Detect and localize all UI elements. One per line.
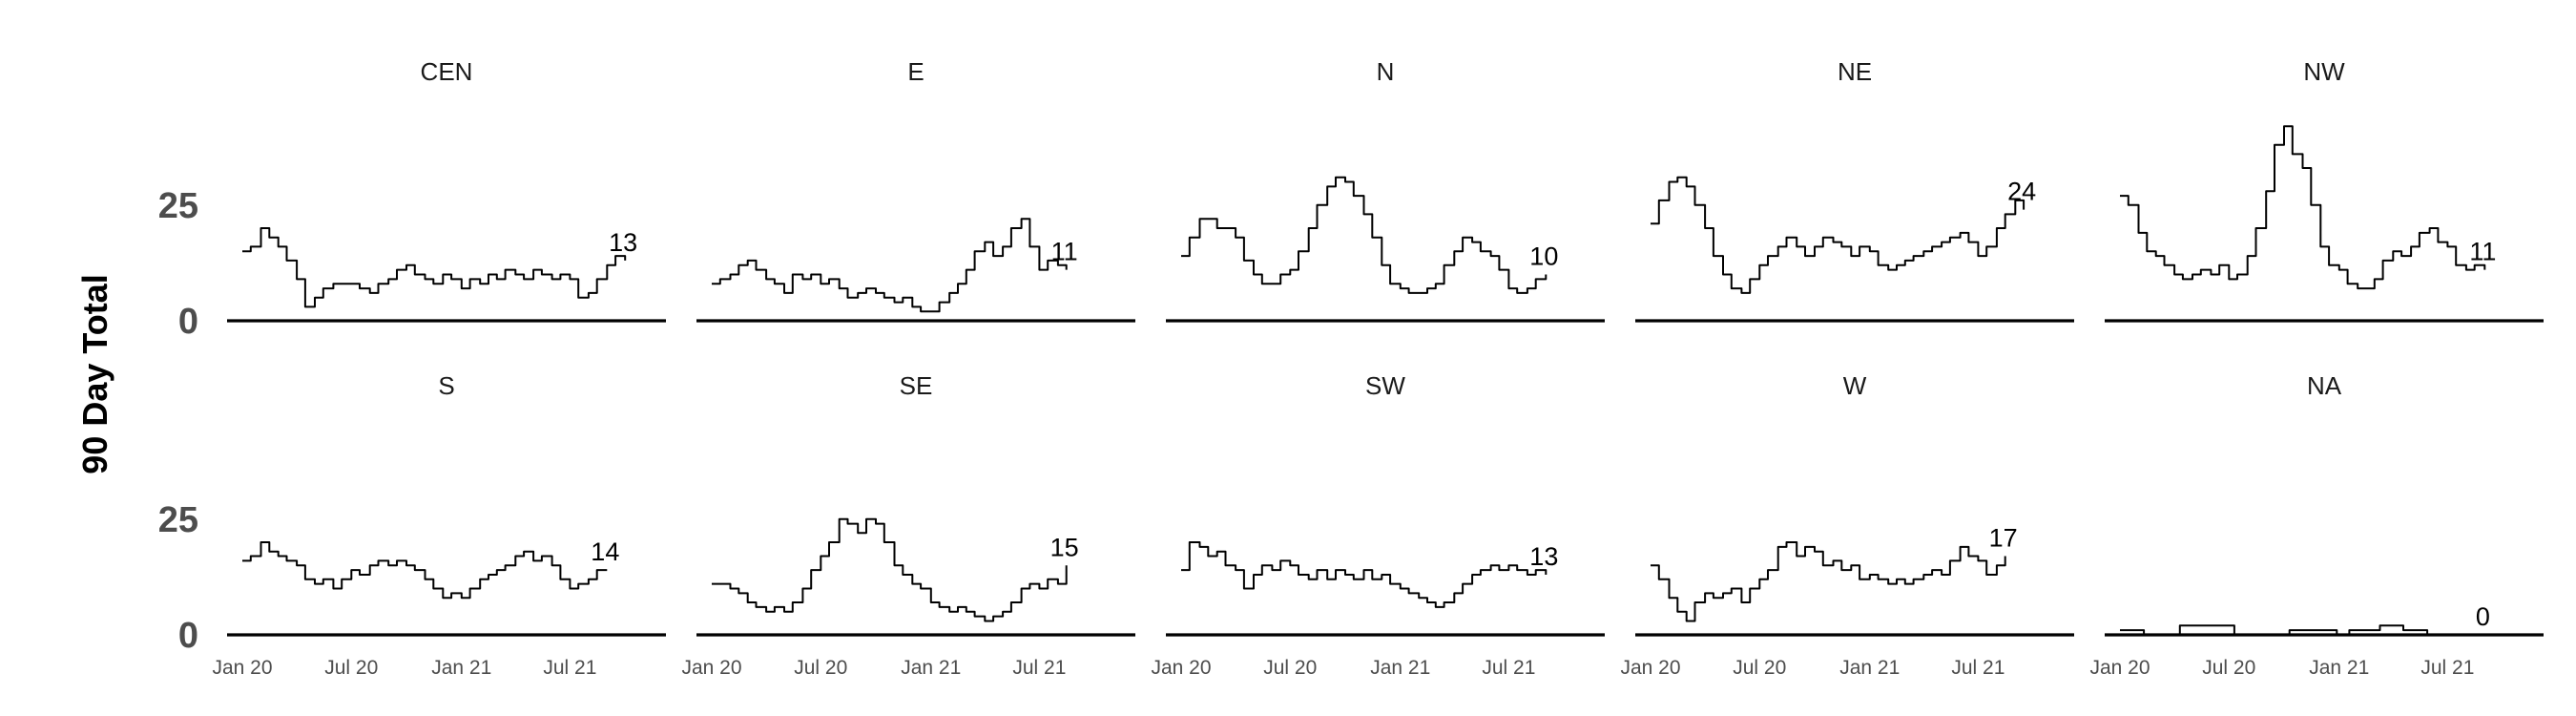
facet-title: S — [438, 371, 454, 400]
x-tick-label: Jan 21 — [901, 657, 961, 679]
x-tick-label: Jul 20 — [1263, 657, 1317, 679]
facet-panel-cen: CEN 13 0 25 — [158, 57, 666, 342]
facet-title: N — [1377, 57, 1395, 86]
series-line — [2120, 125, 2486, 290]
y-tick-label: 0 — [178, 302, 198, 342]
x-tick-label: Jan 21 — [431, 657, 491, 679]
series-line — [1651, 541, 2006, 622]
end-value-label: 14 — [591, 537, 619, 566]
facet-panel-w: W 17 Jan 20 Jul 20 Jan 21 Jul 21 — [1620, 371, 2074, 679]
facet-panel-e: E 11 — [696, 57, 1135, 323]
facet-title: SE — [900, 371, 933, 400]
series-line — [1651, 176, 2025, 294]
x-tick-label: Jul 21 — [1012, 657, 1066, 679]
facet-title: NA — [2307, 371, 2342, 400]
series-line — [242, 541, 608, 600]
x-tick-label: Jul 20 — [324, 657, 378, 679]
series-line — [712, 517, 1068, 622]
x-tick-label: Jul 20 — [2202, 657, 2255, 679]
facet-panel-na: NA 0 Jan 20 Jul 20 Jan 21 Jul 21 — [2089, 371, 2544, 679]
facet-title: SW — [1365, 371, 1405, 400]
end-value-label: 0 — [2476, 602, 2490, 631]
x-tick-label: Jan 20 — [681, 657, 741, 679]
facet-panel-sw: SW 13 Jan 20 Jul 20 Jan 21 Jul 21 — [1151, 371, 1605, 679]
series-line — [1181, 176, 1548, 294]
facet-panel-se: SE 15 Jan 20 Jul 20 Jan 21 Jul 21 — [681, 371, 1135, 679]
y-axis-label: 90 Day Total — [75, 274, 114, 474]
end-value-label: 13 — [1529, 542, 1558, 571]
end-value-label: 13 — [609, 228, 637, 257]
x-tick-label: Jul 20 — [1733, 657, 1786, 679]
x-tick-label: Jan 21 — [2309, 657, 2369, 679]
series-line — [1181, 541, 1548, 608]
x-tick-label: Jul 21 — [1482, 657, 1535, 679]
end-value-label: 24 — [2007, 178, 2036, 206]
facet-title: W — [1843, 371, 1867, 400]
facet-panel-s: S 14 0 25 Jan 20 Jul 20 Jan 21 Jul 21 — [158, 371, 666, 679]
end-value-label: 15 — [1050, 533, 1079, 561]
x-tick-label: Jul 20 — [794, 657, 847, 679]
facet-panel-ne: NE 24 — [1635, 57, 2074, 323]
end-value-label: 17 — [1989, 524, 2018, 553]
facet-title: NE — [1838, 57, 1872, 86]
x-tick-label: Jan 21 — [1370, 657, 1430, 679]
series-line — [712, 218, 1068, 313]
y-tick-label: 25 — [158, 500, 198, 540]
x-tick-label: Jul 21 — [1951, 657, 2005, 679]
end-value-label: 11 — [2469, 238, 2496, 266]
series-line — [242, 227, 627, 308]
x-tick-label: Jan 20 — [1620, 657, 1680, 679]
facet-panel-n: N 10 — [1166, 57, 1605, 323]
x-tick-label: Jan 20 — [212, 657, 272, 679]
x-tick-label: Jan 20 — [2089, 657, 2150, 679]
y-tick-label: 25 — [158, 186, 198, 226]
x-tick-label: Jan 21 — [1839, 657, 1900, 679]
x-tick-label: Jan 20 — [1151, 657, 1211, 679]
facet-title: NW — [2303, 57, 2345, 86]
y-tick-label: 0 — [178, 616, 198, 656]
x-tick-label: Jul 21 — [2420, 657, 2474, 679]
series-line — [2120, 624, 2485, 636]
x-tick-label: Jul 21 — [543, 657, 596, 679]
facet-panel-nw: NW 11 — [2105, 57, 2544, 323]
end-value-label: 10 — [1529, 242, 1558, 271]
facet-title: E — [907, 57, 924, 86]
facet-title: CEN — [421, 57, 473, 86]
end-value-label: 11 — [1051, 238, 1078, 266]
